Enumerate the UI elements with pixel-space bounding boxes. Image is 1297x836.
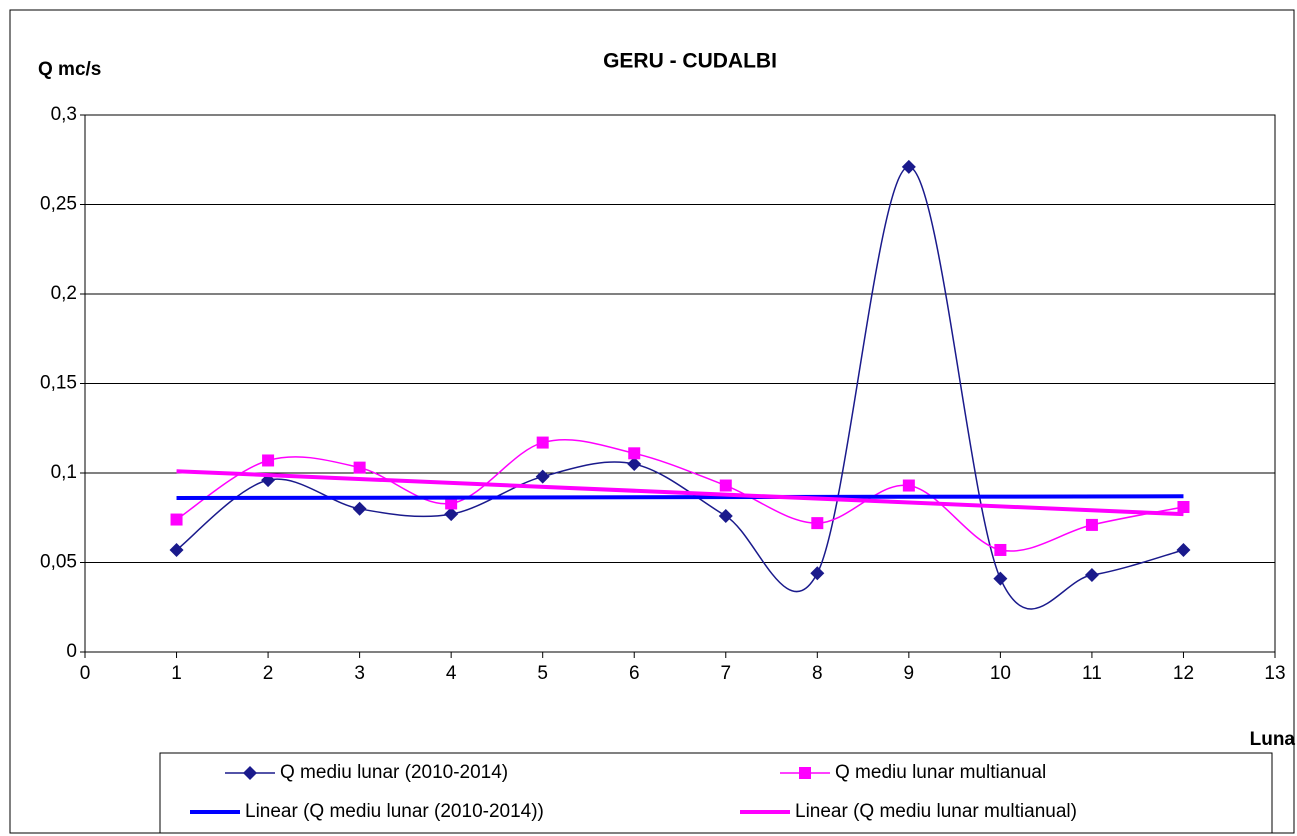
x-tick-label: 12 bbox=[1173, 663, 1194, 684]
marker bbox=[352, 501, 367, 516]
chart-title: GERU - CUDALBI bbox=[603, 50, 777, 73]
marker bbox=[536, 436, 549, 449]
x-tick-label: 7 bbox=[720, 663, 731, 684]
marker bbox=[902, 479, 915, 492]
trendline bbox=[176, 469, 1184, 517]
y-axis-label: Q mc/s bbox=[38, 59, 101, 80]
x-tick-label: 1 bbox=[171, 663, 182, 684]
marker bbox=[444, 507, 459, 522]
x-tick-label: 13 bbox=[1264, 663, 1285, 684]
marker bbox=[535, 469, 550, 484]
marker bbox=[718, 508, 733, 523]
marker bbox=[353, 461, 366, 474]
x-tick-label: 11 bbox=[1082, 663, 1102, 684]
y-tick-label: 0,05 bbox=[40, 552, 77, 573]
marker bbox=[901, 159, 916, 174]
x-tick-label: 10 bbox=[990, 663, 1011, 684]
marker bbox=[1177, 501, 1190, 514]
legend-label: Q mediu lunar (2010-2014) bbox=[280, 762, 508, 783]
x-tick-label: 3 bbox=[354, 663, 365, 684]
plot-border bbox=[84, 114, 1276, 653]
x-tick-label: 9 bbox=[904, 663, 915, 684]
trendline bbox=[176, 494, 1184, 501]
x-tick-label: 6 bbox=[629, 663, 640, 684]
x-tick-label: 8 bbox=[812, 663, 823, 684]
marker bbox=[719, 479, 732, 492]
marker bbox=[993, 571, 1008, 586]
legend-label: Linear (Q mediu lunar (2010-2014)) bbox=[245, 801, 544, 822]
y-tick-label: 0,2 bbox=[51, 283, 77, 304]
y-tick-label: 0,15 bbox=[40, 373, 77, 394]
y-tick-label: 0,25 bbox=[40, 194, 77, 215]
marker bbox=[627, 457, 642, 472]
x-tick-label: 4 bbox=[446, 663, 457, 684]
marker bbox=[1176, 542, 1191, 557]
x-tick-label: 2 bbox=[263, 663, 274, 684]
marker bbox=[445, 497, 458, 510]
legend-marker bbox=[243, 766, 257, 780]
marker bbox=[810, 566, 825, 581]
x-axis-label: Luna bbox=[1250, 729, 1296, 750]
marker bbox=[811, 517, 824, 530]
marker bbox=[1085, 518, 1098, 531]
y-tick-label: 0,3 bbox=[51, 104, 77, 125]
marker bbox=[169, 542, 184, 557]
legend-marker bbox=[799, 767, 811, 779]
x-tick-label: 5 bbox=[537, 663, 548, 684]
chart-frame bbox=[9, 9, 1295, 834]
marker bbox=[170, 513, 183, 526]
y-tick-label: 0 bbox=[66, 641, 77, 662]
legend-label: Q mediu lunar multianual bbox=[835, 762, 1046, 783]
marker bbox=[262, 454, 275, 467]
marker bbox=[994, 543, 1007, 556]
legend-box bbox=[159, 752, 1273, 834]
x-tick-label: 0 bbox=[80, 663, 91, 684]
legend-label: Linear (Q mediu lunar multianual) bbox=[795, 801, 1077, 822]
marker bbox=[628, 447, 641, 460]
marker bbox=[1084, 568, 1099, 583]
y-tick-label: 0,1 bbox=[51, 462, 77, 483]
